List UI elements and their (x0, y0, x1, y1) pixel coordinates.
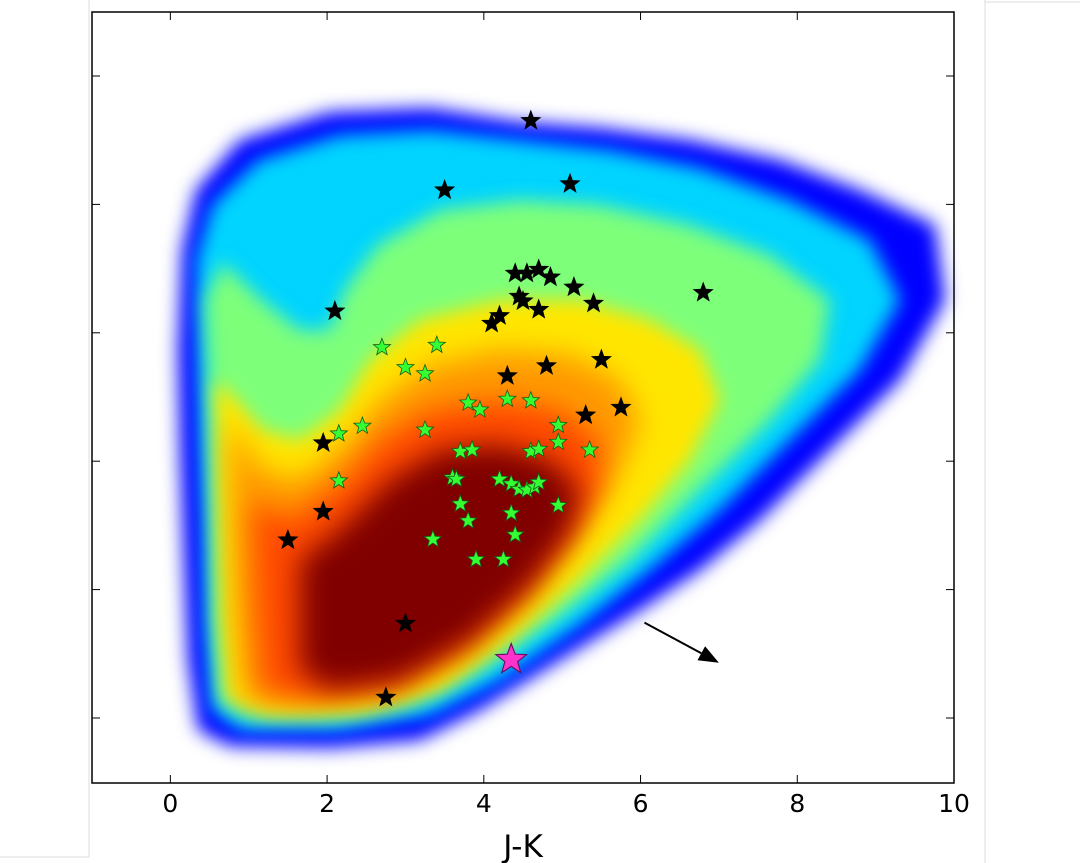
green-star-marker (579, 439, 600, 459)
arrow-head (697, 646, 719, 663)
green-star-marker (470, 399, 490, 419)
green-star-marker (497, 388, 517, 408)
green-star-marker (529, 472, 549, 491)
green-star-marker (450, 493, 470, 513)
black-star-marker (375, 686, 397, 707)
arrow-shaft (643, 621, 702, 655)
star-markers (277, 109, 714, 707)
green-star-marker (462, 439, 482, 459)
green-star-marker (395, 357, 416, 376)
green-star-marker (548, 432, 568, 451)
green-star-marker (548, 495, 568, 514)
green-star-marker (423, 529, 443, 548)
green-star-marker (548, 415, 568, 434)
green-star-marker (458, 392, 478, 412)
x-tick-label: 2 (319, 789, 335, 818)
black-star-marker (324, 299, 346, 321)
green-star-marker (329, 423, 349, 442)
black-star-marker (434, 178, 456, 200)
green-star-marker (352, 415, 372, 435)
green-star-marker (427, 334, 447, 354)
green-star-marker (501, 473, 521, 493)
x-tick-label: 6 (633, 789, 649, 818)
green-star-marker (372, 337, 392, 356)
reddening-arrow (643, 621, 719, 663)
black-star-marker (312, 431, 334, 453)
x-tick-label: 4 (476, 789, 492, 818)
black-star-marker (563, 276, 585, 297)
green-star-marker (415, 419, 435, 439)
black-star-marker (520, 109, 542, 130)
green-star-marker (466, 549, 486, 568)
x-tick-label: 10 (938, 789, 970, 818)
black-star-marker (528, 298, 550, 319)
green-star-marker (415, 363, 435, 382)
plot-frame (91, 11, 955, 784)
green-star-marker (458, 510, 478, 530)
green-star-marker (446, 469, 467, 488)
green-star-marker (329, 470, 349, 489)
green-star-marker (489, 469, 510, 488)
axis-ticks (92, 12, 955, 783)
black-star-marker (277, 528, 299, 550)
black-star-marker (512, 289, 534, 311)
black-star-marker (582, 292, 605, 313)
x-tick-labels: 0 2 4 6 8 10 (162, 789, 969, 818)
black-star-marker (559, 172, 581, 193)
x-axis-label: J-K (501, 829, 543, 863)
green-star-marker (493, 549, 514, 568)
black-star-marker (312, 500, 334, 521)
density-band-6 (300, 445, 580, 690)
black-star-marker (496, 364, 518, 385)
black-star-marker (481, 312, 503, 333)
black-star-marker (692, 281, 714, 302)
x-tick-label: 0 (162, 789, 178, 818)
green-star-marker (505, 524, 525, 543)
green-star-marker (521, 390, 541, 409)
black-star-marker (535, 354, 558, 375)
black-star-marker (539, 266, 561, 287)
green-star-marker (529, 439, 549, 458)
black-star-marker (590, 348, 612, 369)
x-tick-label: 8 (789, 789, 805, 818)
black-star-marker (394, 612, 417, 633)
black-star-marker (528, 258, 550, 279)
density-map (178, 108, 945, 748)
black-star-marker (575, 404, 597, 425)
green-star-marker (501, 503, 521, 522)
magenta-star-marker (494, 641, 529, 674)
black-star-marker (610, 396, 632, 417)
